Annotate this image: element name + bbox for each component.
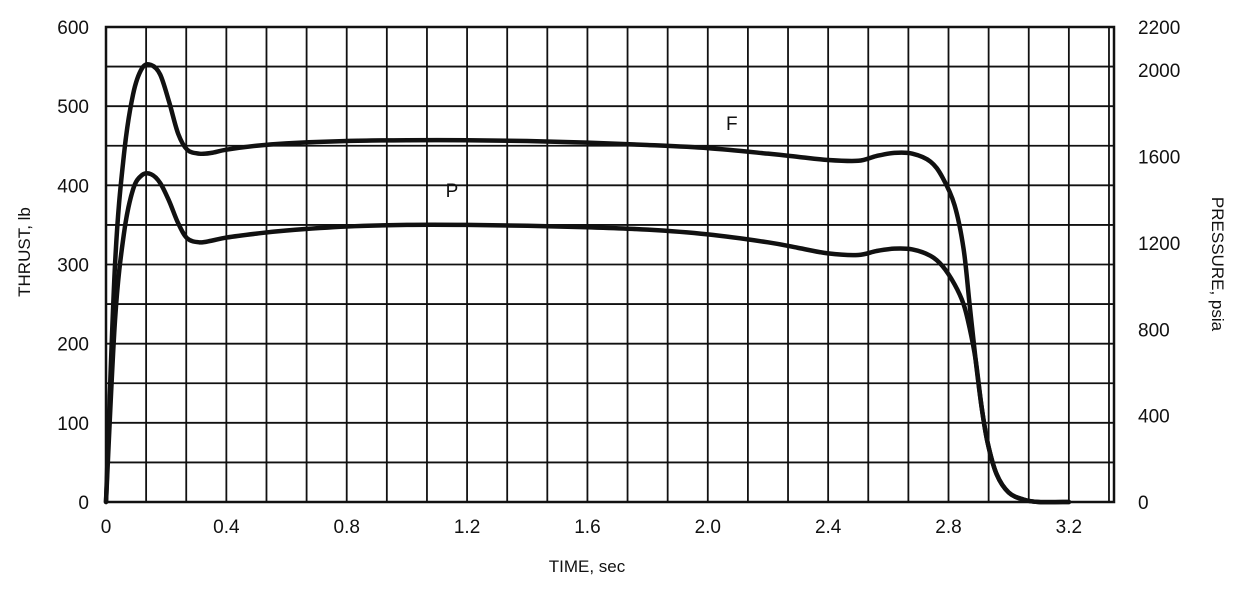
y-left-axis-title: THRUST, lb	[15, 207, 34, 297]
series-label-f: F	[726, 114, 738, 135]
x-tick-label: 0.4	[213, 517, 240, 538]
x-tick-label: 0.8	[334, 517, 360, 538]
x-tick-label: 2.4	[815, 517, 842, 538]
series-line-p	[103, 170, 1072, 505]
grid	[106, 27, 1114, 502]
x-tick-label: 1.6	[574, 517, 600, 538]
curves	[103, 62, 1072, 505]
x-tick-label: 0	[101, 517, 112, 538]
x-axis-title: TIME, sec	[549, 557, 626, 576]
x-tick-labels: 0 0.4 0.8 1.2 1.6 2.0 2.4 2.8 3.2	[101, 517, 1082, 538]
x-tick-label: 1.2	[454, 517, 480, 538]
x-tick-label: 3.2	[1056, 517, 1082, 538]
y-left-tick-label: 300	[57, 256, 89, 277]
y-right-tick-label: 0	[1138, 493, 1149, 514]
y-left-tick-label: 500	[57, 97, 89, 118]
y-left-tick-label: 600	[57, 18, 89, 39]
x-tick-label: 2.8	[935, 517, 961, 538]
y-right-tick-label: 800	[1138, 320, 1170, 341]
x-tick-label: 2.0	[695, 517, 721, 538]
y-left-tick-label: 200	[57, 335, 89, 356]
y-right-tick-label: 1600	[1138, 148, 1180, 169]
y-left-tick-label: 400	[57, 176, 89, 197]
y-right-tick-label: 2000	[1138, 61, 1180, 82]
y-right-tick-label: 400	[1138, 407, 1170, 428]
y-right-axis-title: PRESSURE, psia	[1208, 197, 1227, 332]
y-right-tick-labels: 0 400 800 1200 1600 2000 2200	[1138, 18, 1180, 514]
series-label-p: P	[446, 181, 459, 202]
y-left-tick-labels: 0 100 200 300 400 500 600	[57, 18, 89, 514]
y-left-tick-label: 100	[57, 414, 89, 435]
y-left-tick-label: 0	[78, 493, 89, 514]
y-right-tick-label: 2200	[1138, 18, 1180, 39]
y-right-tick-label: 1200	[1138, 234, 1180, 255]
series-annotations: FP	[446, 114, 738, 202]
plot-frame	[104, 25, 1116, 504]
